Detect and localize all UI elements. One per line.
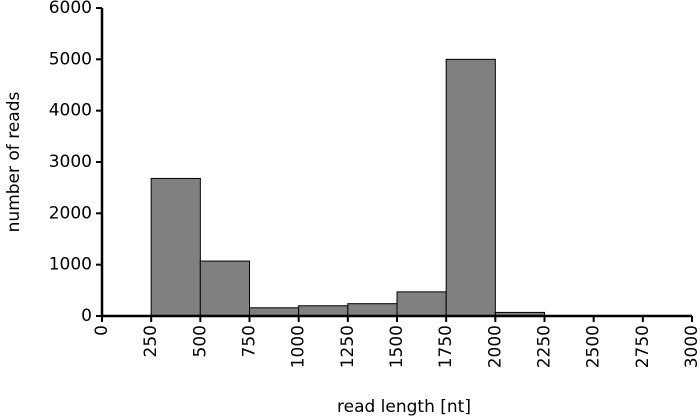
y-tick-label: 2000: [49, 203, 92, 223]
x-tick-label: 1500: [387, 325, 407, 368]
x-tick-label: 1250: [338, 325, 358, 368]
x-tick-label: 1750: [436, 325, 456, 368]
x-tick-label: 2250: [535, 325, 555, 368]
y-tick-label: 4000: [49, 101, 92, 121]
x-tick-label: 500: [190, 325, 210, 357]
y-axis-label: number of reads: [4, 92, 24, 233]
x-tick-label: 2000: [485, 325, 505, 368]
y-tick-label: 5000: [49, 49, 92, 69]
bar: [396, 291, 447, 317]
bar: [150, 177, 201, 317]
x-tick-label: 750: [240, 325, 260, 357]
x-tick-label: 250: [141, 325, 161, 357]
bar: [298, 305, 349, 317]
bar: [199, 260, 250, 317]
x-tick-label: 2750: [633, 325, 653, 368]
bar: [445, 58, 496, 317]
y-tick-label: 3000: [49, 152, 92, 172]
x-axis-label: read length [nt]: [337, 397, 471, 417]
x-tick-label: 0: [92, 325, 112, 336]
y-tick-label: 0: [81, 306, 92, 326]
x-tick-label: 3000: [682, 325, 700, 368]
y-tick-label: 6000: [49, 0, 92, 18]
x-tick-label: 1000: [289, 325, 309, 368]
x-tick-label: 2500: [584, 325, 604, 368]
y-tick-label: 1000: [49, 255, 92, 275]
bar: [347, 303, 398, 317]
